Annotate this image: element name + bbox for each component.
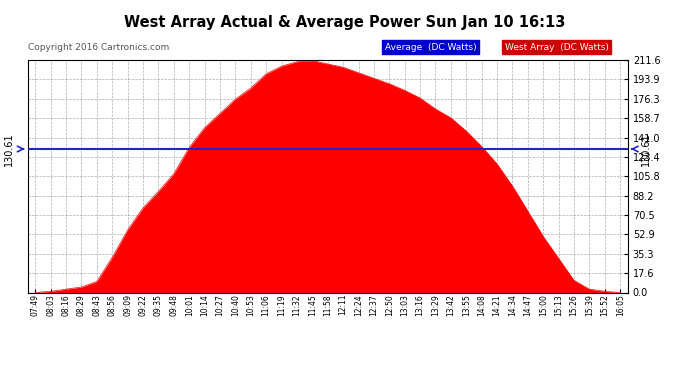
- Text: West Array Actual & Average Power Sun Jan 10 16:13: West Array Actual & Average Power Sun Ja…: [124, 15, 566, 30]
- Text: 130.61: 130.61: [4, 132, 14, 166]
- Text: West Array  (DC Watts): West Array (DC Watts): [505, 43, 609, 52]
- Text: Copyright 2016 Cartronics.com: Copyright 2016 Cartronics.com: [28, 43, 169, 52]
- Text: Average  (DC Watts): Average (DC Watts): [385, 43, 476, 52]
- Text: 130.61: 130.61: [641, 132, 651, 166]
